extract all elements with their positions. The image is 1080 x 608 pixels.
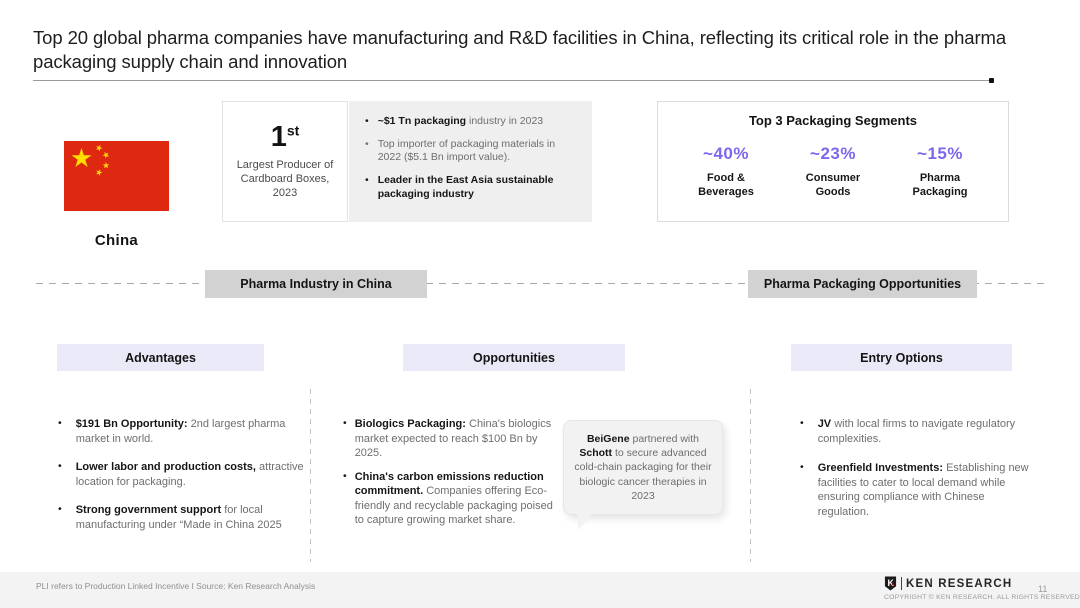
opportunities-list: • Biologics Packaging: China's biologics… xyxy=(343,417,559,537)
bullet-rest: Establishing new facilities to cater to … xyxy=(817,462,1029,518)
stat-bullet: • Leader in the East Asia sustainable pa… xyxy=(365,174,578,201)
bullet-dot: • xyxy=(365,115,369,127)
china-flag-image xyxy=(64,141,169,211)
page-title: Top 20 global pharma companies have manu… xyxy=(33,27,1007,73)
bullet-dot: • xyxy=(365,173,369,186)
bullet-bold: JV xyxy=(817,418,832,430)
bullet-rest: China's biologics market expected to rea… xyxy=(354,418,552,460)
list-item: • China's carbon emissions reduction com… xyxy=(343,470,559,528)
stat-bold: ~$1 Tn packaging xyxy=(377,115,467,127)
header-advantages: Advantages xyxy=(57,344,264,371)
list-item: • Lower labor and production costs, attr… xyxy=(58,460,308,489)
title-divider xyxy=(33,78,994,83)
stat-bold: Leader in the East Asia sustainable pack… xyxy=(377,173,554,200)
segment-value: ~23% xyxy=(810,144,856,163)
rank-ordinal-suffix: st xyxy=(286,121,300,138)
segment-consumer-goods: ~23% Consumer Goods xyxy=(793,144,873,200)
svg-text:K: K xyxy=(887,578,894,588)
bullet-rest: for local manufacturing under “Made in C… xyxy=(75,504,282,531)
bullet-dot: • xyxy=(58,503,62,516)
callout-text: to secure advanced cold-chain packaging … xyxy=(574,447,712,502)
callout-tail xyxy=(578,512,593,530)
bullet-dot: • xyxy=(343,417,347,429)
segment-label: Consumer Goods xyxy=(805,172,861,199)
stat-rest: Top importer of packaging materials in 2… xyxy=(377,137,556,164)
bullet-dot: • xyxy=(58,417,62,429)
country-name: China xyxy=(94,232,139,249)
stat-bullet: • Top importer of packaging materials in… xyxy=(365,138,578,165)
segment-value: ~40% xyxy=(703,144,749,163)
source-note: PLI refers to Production Linked Incentiv… xyxy=(36,581,316,591)
list-item: • Greenfield Investments: Establishing n… xyxy=(800,461,1035,519)
footer: PLI refers to Production Linked Incentiv… xyxy=(0,572,1080,608)
bullet-bold: Biologics Packaging: xyxy=(354,418,466,430)
label-pharma-packaging-opportunities: Pharma Packaging Opportunities xyxy=(748,270,977,298)
beigene-schott-callout: BeiGene partnered with Schott to secure … xyxy=(563,420,723,530)
stat-rest: industry in 2023 xyxy=(466,115,544,127)
segment-value: ~15% xyxy=(917,144,963,163)
bullet-bold: Greenfield Investments: xyxy=(817,462,944,475)
list-item: • Strong government support for local ma… xyxy=(58,503,308,532)
bullet-rest: 2nd largest pharma market in world. xyxy=(75,418,286,445)
vertical-dashed-divider xyxy=(310,389,311,562)
bullet-rest: Companies offering Eco-friendly and recy… xyxy=(354,485,553,527)
rank-card: 1st Largest Producer of Cardboard Boxes,… xyxy=(222,101,348,222)
china-flag-icon xyxy=(64,141,169,211)
bullet-bold: $191 Bn Opportunity: xyxy=(75,418,188,430)
segment-pharma-packaging: ~15% Pharma Packaging xyxy=(900,144,980,200)
rank-number: 1 xyxy=(270,120,287,153)
segment-label: Pharma Packaging xyxy=(912,172,968,199)
segments-title: Top 3 Packaging Segments xyxy=(748,113,918,128)
label-pharma-industry-china: Pharma Industry in China xyxy=(205,270,427,298)
list-item: • $191 Bn Opportunity: 2nd largest pharm… xyxy=(58,417,308,446)
rank-caption: Largest Producer of Cardboard Boxes, 202… xyxy=(236,158,334,200)
ken-research-logo: K KEN RESEARCH xyxy=(884,576,1012,591)
callout-bold: BeiGene xyxy=(586,433,630,445)
bullet-bold: Lower labor and production costs, xyxy=(75,461,256,474)
bullet-rest: attractive location for packaging. xyxy=(75,461,304,488)
page-number: 11 xyxy=(1038,584,1048,594)
packaging-segments-card: Top 3 Packaging Segments ~40% Food & Bev… xyxy=(657,101,1009,222)
bullet-dot: • xyxy=(800,417,804,429)
stats-card: • ~$1 Tn packaging industry in 2023 • To… xyxy=(349,101,592,222)
list-item: • Biologics Packaging: China's biologics… xyxy=(343,417,559,461)
callout-text: partnered with xyxy=(629,433,700,445)
logo-divider xyxy=(901,577,902,590)
vertical-dashed-divider xyxy=(750,389,751,562)
bullet-dot: • xyxy=(58,460,62,473)
bullet-dot: • xyxy=(365,137,369,150)
header-entry-options: Entry Options xyxy=(791,344,1012,371)
bullet-bold: China's carbon emissions reduction commi… xyxy=(354,470,544,498)
ken-research-shield-icon: K xyxy=(884,576,897,591)
brand-name: KEN RESEARCH xyxy=(906,577,1013,590)
callout-bold: Schott xyxy=(579,447,613,460)
bullet-bold: Strong government support xyxy=(75,504,222,517)
bullet-dot: • xyxy=(800,461,804,474)
stat-bullet: • ~$1 Tn packaging industry in 2023 xyxy=(365,115,578,129)
bullet-rest: with local firms to navigate regulatory … xyxy=(817,418,1016,445)
horizontal-dashed-divider xyxy=(36,283,1044,284)
divider-end-dot xyxy=(989,78,994,83)
segment-food-beverages: ~40% Food & Beverages xyxy=(686,144,766,200)
rank-value: 1st xyxy=(270,120,300,153)
list-item: • JV with local firms to navigate regula… xyxy=(800,417,1035,446)
copyright-text: COPYRIGHT © KEN RESEARCH. ALL RIGHTS RES… xyxy=(884,594,1080,601)
bullet-dot: • xyxy=(343,469,347,482)
header-opportunities: Opportunities xyxy=(403,344,625,371)
advantages-list: • $191 Bn Opportunity: 2nd largest pharm… xyxy=(58,417,308,546)
segment-label: Food & Beverages xyxy=(698,172,754,199)
entry-options-list: • JV with local firms to navigate regula… xyxy=(800,417,1035,534)
